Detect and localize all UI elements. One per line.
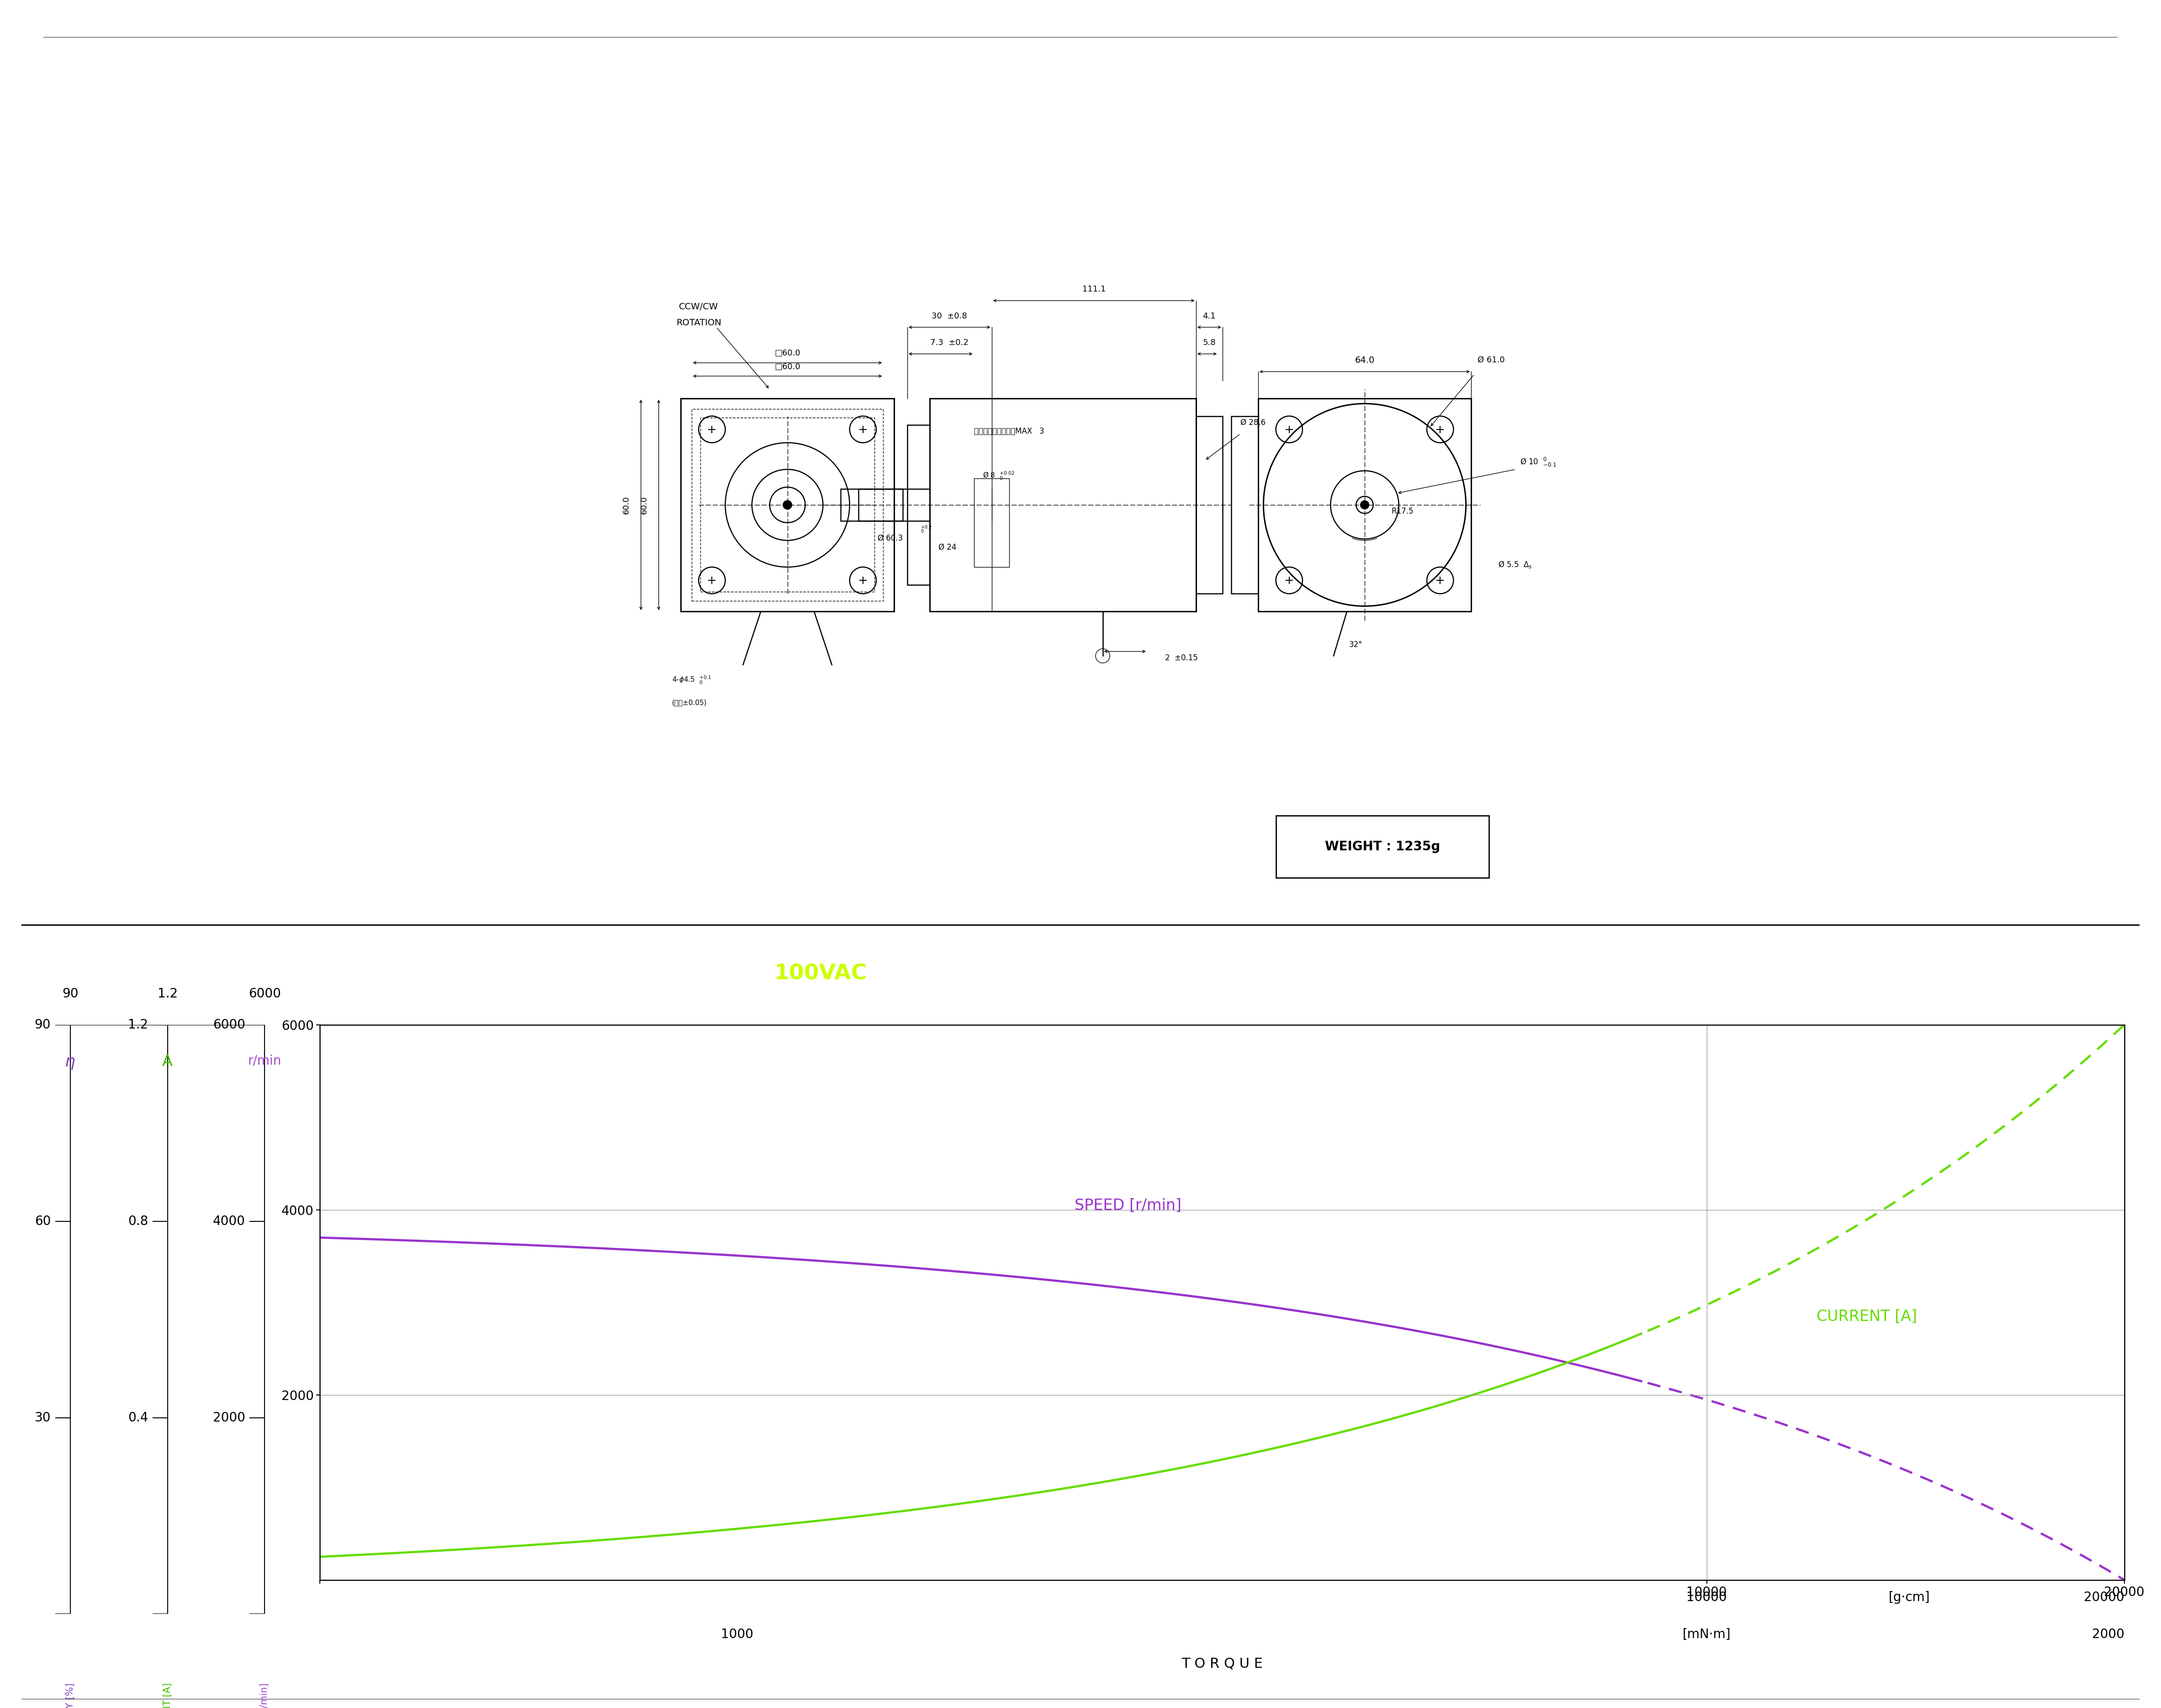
Text: WEIGHT : 1235g: WEIGHT : 1235g: [1325, 840, 1439, 854]
Text: 100VAC: 100VAC: [774, 963, 867, 984]
Bar: [692, 408, 884, 601]
Text: 10000: 10000: [1686, 1592, 1727, 1604]
Text: □60.0: □60.0: [774, 348, 800, 357]
Bar: [1258, 398, 1472, 611]
Text: SPEED [r/min]: SPEED [r/min]: [259, 1682, 270, 1708]
Text: $^{+0.2}_{0}$: $^{+0.2}_{0}$: [921, 524, 931, 535]
Text: R17.5: R17.5: [1392, 507, 1413, 516]
Text: Ø 5.5  $\Delta_s$: Ø 5.5 $\Delta_s$: [1498, 560, 1532, 569]
Text: 90: 90: [35, 1018, 52, 1032]
Text: A: A: [162, 1054, 173, 1069]
Bar: [681, 398, 895, 611]
Text: CURRENT [A]: CURRENT [A]: [162, 1682, 173, 1708]
Text: Ø 8  $^{+0.02}_{0}$: Ø 8 $^{+0.02}_{0}$: [983, 471, 1016, 482]
Text: 90: 90: [63, 987, 78, 1001]
Text: CURRENT [A]: CURRENT [A]: [1817, 1308, 1917, 1324]
Text: バーリングネジ高さMAX   3: バーリングネジ高さMAX 3: [975, 427, 1044, 436]
Text: 30  ±0.8: 30 ±0.8: [931, 313, 968, 319]
Text: CCW/CW: CCW/CW: [679, 302, 717, 311]
Bar: [700, 418, 875, 593]
Text: 32°: 32°: [1348, 640, 1364, 649]
Text: Ø 10  $^{0}_{-0.1}$: Ø 10 $^{0}_{-0.1}$: [1519, 456, 1556, 468]
Text: r/min: r/min: [249, 1054, 281, 1068]
Text: 6000: 6000: [214, 1018, 246, 1032]
Text: 0.8: 0.8: [127, 1214, 149, 1228]
Text: [g·cm]: [g·cm]: [1889, 1592, 1930, 1604]
Text: 2000: 2000: [2092, 1628, 2124, 1641]
Text: SPEED [r/min]: SPEED [r/min]: [1074, 1197, 1182, 1213]
Circle shape: [1361, 500, 1368, 509]
Bar: [1195, 417, 1223, 594]
Text: □60.0: □60.0: [774, 362, 800, 371]
Text: (直角±0.05): (直角±0.05): [672, 699, 707, 705]
Text: 4.1: 4.1: [1204, 313, 1217, 319]
Text: EFFICIENCY [%]: EFFICIENCY [%]: [65, 1682, 76, 1708]
Text: [mN·m]: [mN·m]: [1683, 1628, 1731, 1641]
Text: 6000: 6000: [249, 987, 281, 1001]
Text: Ø 28.6: Ø 28.6: [1240, 418, 1266, 427]
Bar: [929, 398, 1195, 611]
Text: 2000: 2000: [214, 1411, 246, 1424]
Text: 7.3  ±0.2: 7.3 ±0.2: [931, 338, 968, 347]
Text: 111.1: 111.1: [1083, 285, 1106, 294]
Text: 1.2: 1.2: [158, 987, 177, 1001]
Text: 2  ±0.15: 2 ±0.15: [1165, 654, 1197, 663]
Text: η: η: [65, 1054, 76, 1069]
Text: T O R Q U E: T O R Q U E: [1182, 1657, 1262, 1670]
Text: 1000: 1000: [722, 1628, 754, 1641]
Bar: [841, 488, 929, 521]
Text: 20000: 20000: [2083, 1592, 2124, 1604]
Text: 60.0: 60.0: [640, 495, 648, 514]
Text: 64.0: 64.0: [1355, 355, 1374, 364]
Text: 4-$\phi$4.5  $^{+0.1}_{0}$: 4-$\phi$4.5 $^{+0.1}_{0}$: [672, 675, 711, 685]
Bar: [1232, 417, 1258, 594]
Text: ROTATION: ROTATION: [676, 319, 722, 328]
Text: FMR60111 K 03: FMR60111 K 03: [41, 962, 253, 986]
Bar: [908, 425, 929, 584]
Text: 60: 60: [35, 1214, 52, 1228]
Bar: [975, 478, 1009, 567]
Text: 4000: 4000: [214, 1214, 246, 1228]
Text: 30: 30: [35, 1411, 52, 1424]
Circle shape: [782, 500, 791, 509]
Text: 5.8: 5.8: [1204, 338, 1217, 347]
Text: Ø 24: Ø 24: [938, 543, 957, 552]
Text: Ø 61.0: Ø 61.0: [1478, 355, 1504, 364]
Bar: [1275, 816, 1489, 878]
Text: 60.0: 60.0: [622, 495, 631, 514]
Text: Ø 60.3: Ø 60.3: [877, 535, 903, 541]
Text: 1.2: 1.2: [127, 1018, 149, 1032]
Text: 0.4: 0.4: [127, 1411, 149, 1424]
Bar: [858, 488, 903, 521]
